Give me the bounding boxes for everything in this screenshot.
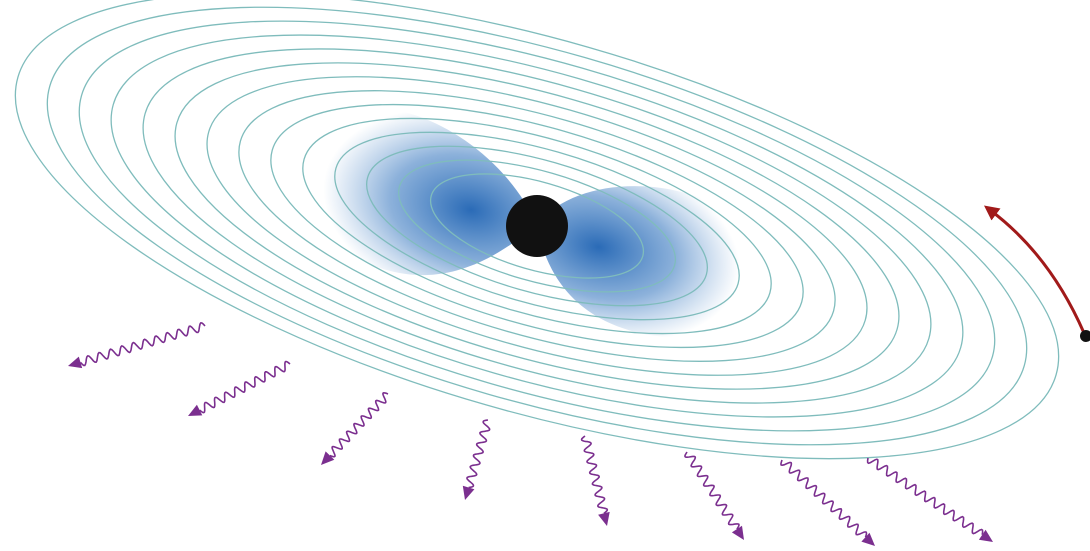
- left-emission-lobe: [302, 108, 537, 276]
- orbit-ring: [270, 103, 804, 349]
- orbit-ring: [174, 62, 900, 390]
- wavy-arrow-icon: [462, 419, 491, 500]
- orbit-ring: [397, 159, 677, 293]
- wavy-arrow-icon: [780, 459, 875, 546]
- wavy-arrow-shaft: [199, 360, 291, 414]
- wavy-arrow-head: [861, 532, 875, 546]
- orbit-ring: [110, 34, 964, 418]
- wavy-arrow-icon: [321, 391, 389, 465]
- wavy-arrow-shaft: [684, 451, 740, 530]
- wavy-arrow-head: [731, 525, 744, 540]
- wavy-arrow-shaft: [329, 391, 389, 458]
- orbit-ring: [78, 20, 996, 432]
- wavy-arrow-icon: [684, 451, 744, 540]
- orbit-ring: [429, 173, 645, 279]
- orbit-ring: [238, 90, 836, 362]
- wavy-arrow-shaft: [466, 419, 491, 489]
- wavy-arrow-icon: [580, 435, 610, 526]
- emission-arrows: [68, 322, 993, 546]
- wavy-arrow-head: [321, 451, 335, 465]
- black-hole-icon: [506, 195, 568, 257]
- wavy-arrow-icon: [68, 322, 206, 369]
- right-emission-lobe: [537, 186, 764, 337]
- orbit-ring: [302, 117, 772, 335]
- wavy-arrow-head: [68, 356, 83, 369]
- orbit-ring: [366, 145, 708, 307]
- wavy-arrow-head: [188, 404, 203, 416]
- curved-arrow-icon: [984, 205, 1086, 334]
- orbit-marker-dot: [1080, 330, 1090, 342]
- orbit-ring: [334, 131, 740, 321]
- wavy-arrow-icon: [188, 360, 291, 416]
- wavy-arrow-head: [978, 529, 993, 542]
- wavy-arrow-icon: [866, 457, 993, 542]
- orbit-ring: [46, 6, 1028, 446]
- wavy-arrow-head: [598, 511, 610, 526]
- orbit-ring: [206, 76, 868, 376]
- wavy-arrow-head: [462, 485, 475, 500]
- wavy-arrow-shaft: [866, 457, 984, 535]
- orbit-ring: [142, 48, 932, 404]
- wavy-arrow-shaft: [780, 459, 868, 538]
- wavy-arrow-shaft: [580, 435, 609, 515]
- wavy-arrow-shaft: [79, 322, 206, 367]
